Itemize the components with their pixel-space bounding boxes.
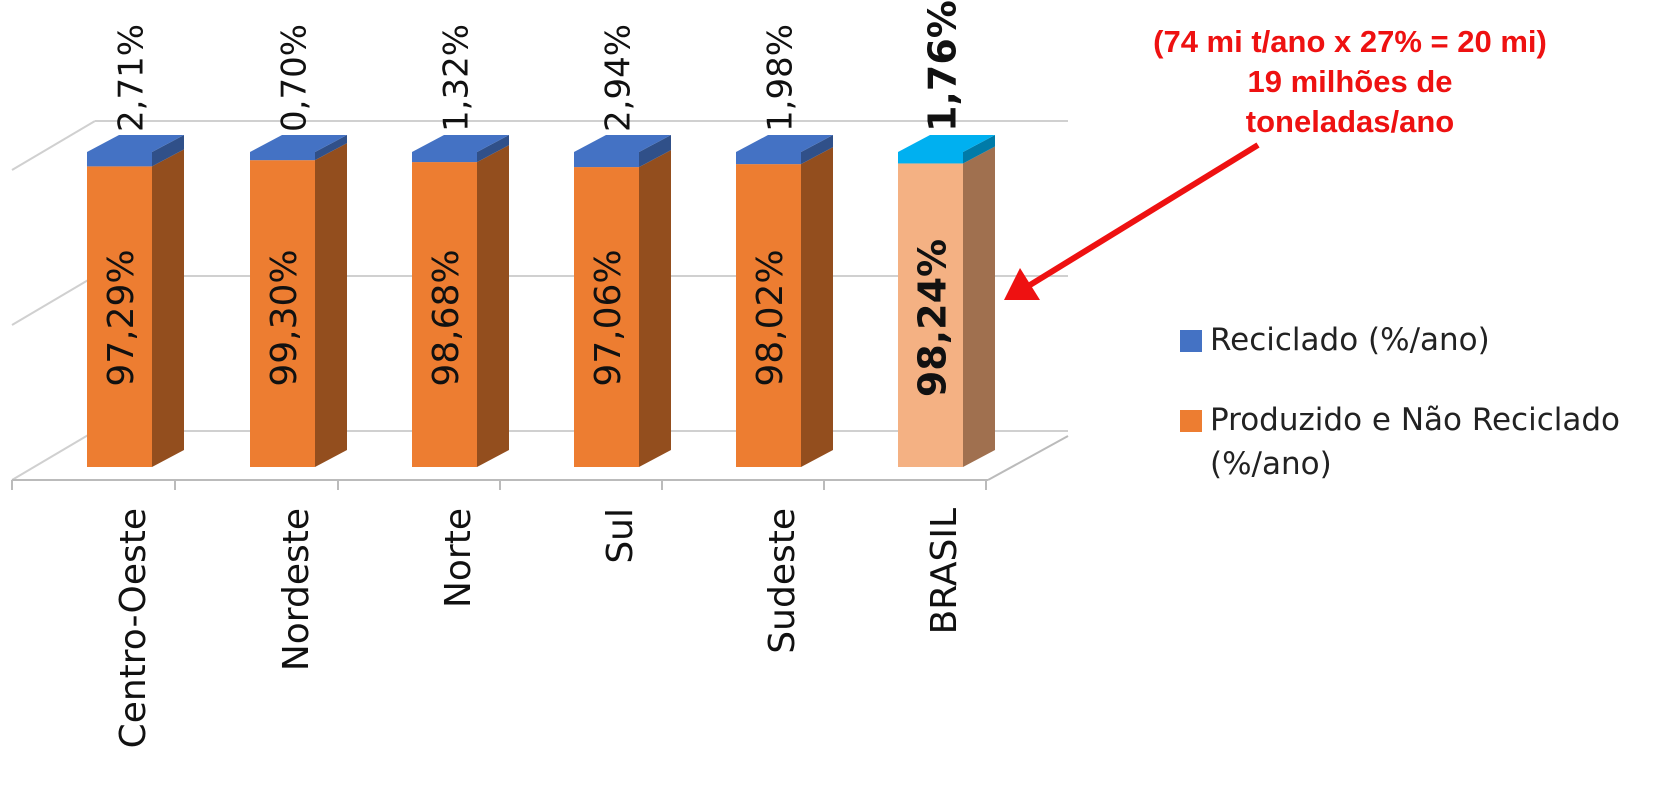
annotation-text: (74 mi t/ano x 27% = 20 mi) 19 milhões d… <box>1140 22 1560 142</box>
bar-reciclado-nordeste <box>250 152 315 161</box>
bar-side-reciclado-sul <box>639 135 671 168</box>
bar-top-nordeste <box>250 135 347 152</box>
bar-top-centro-oeste <box>87 135 184 152</box>
data-label-nao-reciclado-sudeste: 98,02% <box>750 249 791 386</box>
x-tick-label-centro-oeste: Centro-Oeste <box>113 508 154 748</box>
data-label-reciclado-sudeste: 1,98% <box>761 24 801 132</box>
data-label-reciclado-centro-oeste: 2,71% <box>112 24 152 132</box>
bar-side-nao-reciclado-brasil <box>963 146 995 467</box>
bars <box>87 135 995 467</box>
data-label-reciclado-sul: 2,94% <box>599 24 639 132</box>
legend: Reciclado (%/ano) Produzido e Não Recicl… <box>1180 318 1660 522</box>
legend-item-reciclado: Reciclado (%/ano) <box>1180 318 1660 362</box>
legend-swatch-nao-reciclado <box>1180 410 1202 432</box>
bar-side-nao-reciclado-sul <box>639 150 671 467</box>
data-label-reciclado-nordeste: 0,70% <box>275 24 315 132</box>
bar-reciclado-sul <box>574 152 639 168</box>
x-tick-label-sul: Sul <box>600 508 641 564</box>
bar-nao-reciclado-nordeste <box>250 160 315 467</box>
annotation-arrow-head <box>1004 268 1040 300</box>
bar-nao-reciclado-sul <box>574 167 639 467</box>
bar-side-nao-reciclado-nordeste <box>315 143 347 467</box>
bar-top-brasil <box>898 135 995 152</box>
gridline-side-mid <box>11 275 96 326</box>
legend-label-reciclado: Reciclado (%/ano) <box>1210 322 1490 358</box>
data-label-nao-reciclado-sul: 97,06% <box>588 249 629 386</box>
bar-side-nao-reciclado-centro-oeste <box>152 149 184 467</box>
bar-reciclado-norte <box>412 152 477 163</box>
floor-right-edge <box>987 435 1069 481</box>
bar-nao-reciclado-centro-oeste <box>87 166 152 467</box>
x-axis: Centro-Oeste Nordeste Norte Sul Sudeste BRASI… <box>11 435 1069 748</box>
bar-side-reciclado-brasil <box>963 135 995 164</box>
gridline-side-top <box>11 120 96 171</box>
data-label-reciclado-brasil: 1,76% <box>921 0 965 132</box>
gridline-side-floor <box>11 430 96 481</box>
bar-side-reciclado-norte <box>477 135 509 163</box>
bar-reciclado-centro-oeste <box>87 152 152 167</box>
legend-item-nao-reciclado: Produzido e Não Reciclado (%/ano) <box>1180 398 1660 486</box>
data-labels: 97,29% 2,71% 99,30% 0,70% 98,68% 1,32% 97,06% 2… <box>101 0 965 397</box>
bar-top-norte <box>412 135 509 152</box>
data-label-nao-reciclado-nordeste: 99,30% <box>264 249 305 386</box>
legend-swatch-reciclado <box>1180 330 1202 352</box>
x-tick-label-nordeste: Nordeste <box>276 508 317 671</box>
bar-side-nao-reciclado-sudeste <box>801 147 833 467</box>
annotation-line-1: (74 mi t/ano x 27% = 20 mi) <box>1153 24 1547 59</box>
bar-top-sudeste <box>736 135 833 152</box>
data-label-nao-reciclado-centro-oeste: 97,29% <box>101 249 142 386</box>
bar-side-reciclado-sudeste <box>801 135 833 165</box>
annotation-arrow <box>1004 142 1260 300</box>
data-label-nao-reciclado-norte: 98,68% <box>426 249 467 386</box>
bar-side-reciclado-nordeste <box>315 135 347 161</box>
data-label-reciclado-norte: 1,32% <box>437 24 477 132</box>
bar-top-sul <box>574 135 671 152</box>
x-tick-label-norte: Norte <box>438 508 479 608</box>
x-tick-label-brasil: BRASIL <box>924 508 965 634</box>
data-label-nao-reciclado-brasil: 98,24% <box>911 239 955 397</box>
bar-nao-reciclado-norte <box>412 162 477 467</box>
legend-label-nao-reciclado-line1: Produzido e Não Reciclado <box>1210 402 1620 438</box>
x-tick-label-sudeste: Sudeste <box>762 508 803 654</box>
bar-reciclado-brasil <box>898 152 963 164</box>
bar-nao-reciclado-sudeste <box>736 164 801 467</box>
bar-reciclado-sudeste <box>736 152 801 165</box>
legend-label-nao-reciclado-line2: (%/ano) <box>1210 446 1332 482</box>
bar-side-reciclado-centro-oeste <box>152 135 184 167</box>
annotation-line-2: 19 milhões de <box>1247 64 1453 99</box>
annotation-arrow-shaft <box>1028 142 1260 288</box>
annotation-line-3: toneladas/ano <box>1245 104 1455 139</box>
bar-nao-reciclado-brasil <box>898 163 963 467</box>
bar-side-nao-reciclado-norte <box>477 145 509 467</box>
